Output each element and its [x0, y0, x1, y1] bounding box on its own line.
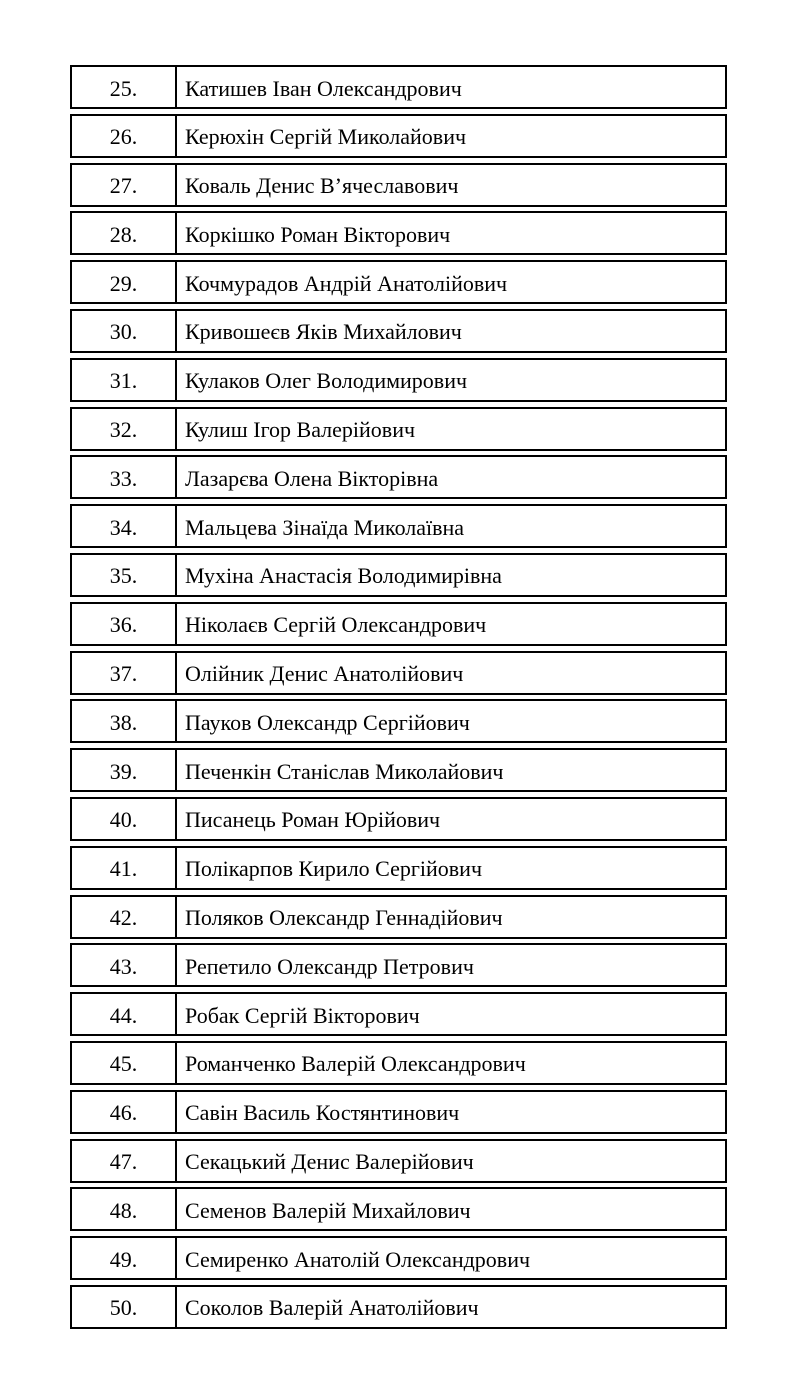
- table-row: 33. Лазарєва Олена Вікторівна: [70, 455, 727, 500]
- row-number-cell: 25.: [72, 67, 177, 107]
- table-row: 44. Робак Сергій Вікторович: [70, 992, 727, 1037]
- row-number-cell: 35.: [72, 554, 177, 595]
- row-number-cell: 49.: [72, 1238, 177, 1279]
- names-table: 25. Катишев Іван Олександрович 26. Керюх…: [70, 65, 727, 1329]
- table-row: 32. Кулиш Ігор Валерійович: [70, 406, 727, 451]
- row-name-cell: Соколов Валерій Анатолійович: [185, 1295, 479, 1321]
- row-number-cell: 47.: [72, 1140, 177, 1181]
- row-number-cell: 30.: [72, 310, 177, 351]
- row-number-cell: 38.: [72, 701, 177, 742]
- table-row: 28. Коркішко Роман Вікторович: [70, 211, 727, 256]
- row-name-cell: Пауков Олександр Сергійович: [185, 709, 470, 735]
- table-row: 29. Кочмурадов Андрій Анатолійович: [70, 260, 727, 305]
- row-name-cell: Семенов Валерій Михайлович: [185, 1197, 471, 1223]
- table-row: 47. Секацький Денис Валерійович: [70, 1138, 727, 1183]
- row-name-cell: Кулиш Ігор Валерійович: [185, 417, 416, 443]
- table-row: 38. Пауков Олександр Сергійович: [70, 699, 727, 744]
- table-row: 37. Олійник Денис Анатолійович: [70, 650, 727, 695]
- row-number-cell: 26.: [72, 115, 177, 156]
- table-row: 30. Кривошеєв Яків Михайлович: [70, 308, 727, 353]
- row-name-cell: Писанець Роман Юрійович: [185, 807, 441, 833]
- row-number-cell: 43.: [72, 945, 177, 986]
- row-name-cell: Ніколаєв Сергій Олександрович: [185, 612, 487, 638]
- row-name-cell: Олійник Денис Анатолійович: [185, 661, 464, 687]
- row-number-cell: 48.: [72, 1189, 177, 1230]
- table-row: 46. Савін Василь Костянтинович: [70, 1089, 727, 1134]
- row-number-cell: 36.: [72, 603, 177, 644]
- table-row: 35. Мухіна Анастасія Володимирівна: [70, 552, 727, 597]
- row-name-cell: Мухіна Анастасія Володимирівна: [185, 563, 502, 589]
- table-row: 25. Катишев Іван Олександрович: [70, 65, 727, 109]
- row-name-cell: Полікарпов Кирило Сергійович: [185, 856, 483, 882]
- table-row: 50. Соколов Валерій Анатолійович: [70, 1284, 727, 1329]
- table-row: 39. Печенкін Станіслав Миколайович: [70, 748, 727, 793]
- row-number-cell: 39.: [72, 750, 177, 791]
- table-row: 42. Поляков Олександр Геннадійович: [70, 894, 727, 939]
- table-row: 49. Семиренко Анатолій Олександрович: [70, 1236, 727, 1281]
- table-row: 45. Романченко Валерій Олександрович: [70, 1040, 727, 1085]
- table-row: 26. Керюхін Сергій Миколайович: [70, 113, 727, 158]
- row-number-cell: 29.: [72, 262, 177, 303]
- table-row: 41. Полікарпов Кирило Сергійович: [70, 845, 727, 890]
- row-number-cell: 28.: [72, 213, 177, 254]
- row-name-cell: Катишев Іван Олександрович: [185, 75, 462, 101]
- row-number-cell: 45.: [72, 1042, 177, 1083]
- table-row: 48. Семенов Валерій Михайлович: [70, 1187, 727, 1232]
- row-name-cell: Семиренко Анатолій Олександрович: [185, 1246, 531, 1272]
- table-row: 34. Мальцева Зінаїда Миколаївна: [70, 504, 727, 549]
- row-name-cell: Кочмурадов Андрій Анатолійович: [185, 270, 508, 296]
- row-name-cell: Лазарєва Олена Вікторівна: [185, 465, 439, 491]
- row-name-cell: Кулаков Олег Володимирович: [185, 368, 468, 394]
- row-number-cell: 40.: [72, 798, 177, 839]
- row-name-cell: Керюхін Сергій Миколайович: [185, 124, 467, 150]
- row-name-cell: Секацький Денис Валерійович: [185, 1149, 474, 1175]
- row-number-cell: 34.: [72, 506, 177, 547]
- row-name-cell: Савін Василь Костянтинович: [185, 1100, 460, 1126]
- table-row: 43. Репетило Олександр Петрович: [70, 943, 727, 988]
- row-number-cell: 32.: [72, 408, 177, 449]
- row-number-cell: 27.: [72, 164, 177, 205]
- row-number-cell: 31.: [72, 359, 177, 400]
- row-number-cell: 33.: [72, 457, 177, 498]
- table-row: 40. Писанець Роман Юрійович: [70, 796, 727, 841]
- row-number-cell: 42.: [72, 896, 177, 937]
- row-name-cell: Романченко Валерій Олександрович: [185, 1051, 526, 1077]
- row-name-cell: Печенкін Станіслав Миколайович: [185, 758, 504, 784]
- row-name-cell: Коркішко Роман Вікторович: [185, 221, 451, 247]
- row-number-cell: 41.: [72, 847, 177, 888]
- row-number-cell: 50.: [72, 1286, 177, 1327]
- row-number-cell: 44.: [72, 994, 177, 1035]
- row-name-cell: Поляков Олександр Геннадійович: [185, 905, 503, 931]
- row-name-cell: Робак Сергій Вікторович: [185, 1002, 420, 1028]
- row-name-cell: Репетило Олександр Петрович: [185, 953, 474, 979]
- table-row: 31. Кулаков Олег Володимирович: [70, 357, 727, 402]
- row-name-cell: Кривошеєв Яків Михайлович: [185, 319, 462, 345]
- row-number-cell: 37.: [72, 652, 177, 693]
- table-row: 27. Коваль Денис В’ячеславович: [70, 162, 727, 207]
- row-name-cell: Мальцева Зінаїда Миколаївна: [185, 514, 465, 540]
- row-number-cell: 46.: [72, 1091, 177, 1132]
- row-name-cell: Коваль Денис В’ячеславович: [185, 173, 459, 199]
- table-row: 36. Ніколаєв Сергій Олександрович: [70, 601, 727, 646]
